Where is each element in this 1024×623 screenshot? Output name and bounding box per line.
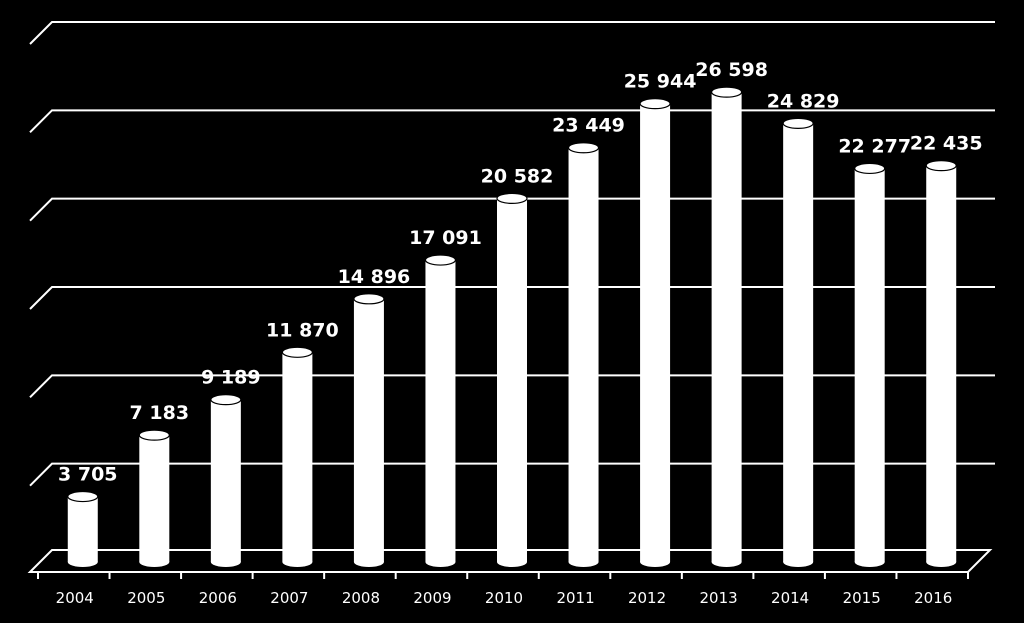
- bar-2016: [925, 160, 957, 567]
- bar-2010: [496, 192, 528, 567]
- x-tick-label: 2013: [700, 589, 738, 607]
- data-label: 20 582: [481, 165, 554, 187]
- data-label: 7 183: [130, 402, 190, 424]
- data-label: 23 449: [552, 115, 625, 137]
- data-label: 26 598: [695, 59, 768, 81]
- bar-2009: [424, 254, 457, 567]
- gridline: [29, 374, 995, 399]
- x-tick-label: 2009: [413, 589, 451, 607]
- data-labels: 3 705 7 183 9 189 11 870 14 896 17 091 20 582 2…: [58, 59, 983, 485]
- x-tick-label: 2006: [199, 589, 237, 607]
- data-label: 9 189: [201, 367, 261, 389]
- bar-2006: [210, 394, 242, 567]
- data-label: 25 944: [624, 71, 697, 93]
- x-axis: [27, 549, 993, 579]
- x-tick-label: 2011: [556, 589, 594, 607]
- gridline: [29, 197, 995, 222]
- gridline: [29, 109, 995, 134]
- x-tick-label: 2005: [127, 589, 165, 607]
- x-tick-label: 2014: [771, 589, 809, 607]
- bar-2004: [67, 490, 99, 567]
- bar-2014: [782, 117, 814, 567]
- gridline: [29, 21, 995, 45]
- data-label: 14 896: [338, 266, 411, 288]
- data-label: 3 705: [58, 464, 118, 486]
- x-tick-label: 2008: [342, 589, 380, 607]
- bar-2008: [353, 293, 385, 567]
- x-tick-label: 2016: [914, 589, 952, 607]
- bar-2005: [138, 429, 170, 567]
- x-tick-label: 2015: [843, 589, 881, 607]
- x-tick-label: 2004: [56, 589, 94, 607]
- bar-2013: [711, 86, 743, 567]
- x-tick-labels: 2004 2005 2006 2007 2008 2009 2010 2011 2012 2013…: [56, 589, 953, 607]
- x-tick-label: 2012: [628, 589, 666, 607]
- data-label: 17 091: [409, 227, 482, 249]
- data-label: 22 277: [838, 135, 911, 157]
- data-label: 24 829: [767, 90, 840, 112]
- x-tick-label: 2010: [485, 589, 523, 607]
- bar-2012: [639, 98, 671, 567]
- gridline: [29, 462, 995, 487]
- data-label: 11 870: [266, 319, 339, 341]
- x-tick-label: 2007: [270, 589, 308, 607]
- bar-2007: [281, 346, 313, 567]
- bar-2011: [567, 142, 600, 567]
- gridline: [29, 286, 995, 310]
- data-label: 22 435: [910, 133, 983, 155]
- bars: [67, 86, 957, 567]
- bar-2015: [854, 162, 886, 567]
- gridlines: [29, 21, 995, 487]
